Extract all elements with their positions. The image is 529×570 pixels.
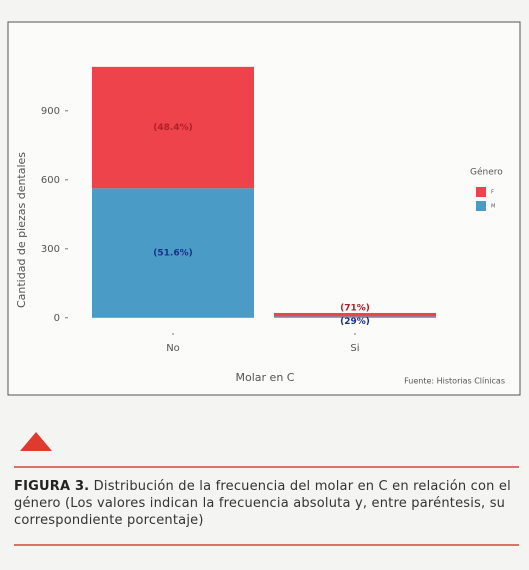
y-tick-label: 900 — [41, 106, 60, 117]
legend-swatch — [476, 187, 486, 197]
decor-triangle — [20, 432, 52, 451]
y-axis-title: Cantidad de piezas dentales — [15, 152, 28, 308]
value-label: (48.4%) — [153, 123, 192, 133]
legend-label: F — [491, 190, 494, 196]
figure-frame — [7, 21, 521, 396]
y-tick-label: 600 — [41, 175, 60, 186]
bar-segment — [274, 316, 436, 318]
legend-title: Género — [470, 167, 503, 178]
caption-label: FIGURA 3. — [14, 479, 90, 494]
x-tick-label: No — [166, 343, 180, 354]
value-label: (51.6%) — [153, 249, 192, 259]
x-axis-title: Molar en C — [236, 371, 295, 384]
legend-swatch — [476, 201, 486, 211]
bar-segment — [92, 188, 254, 318]
y-tick-label: 300 — [41, 244, 60, 255]
y-tick-label: 0 — [54, 313, 60, 324]
x-tick-label: Si — [350, 343, 359, 354]
value-label: (29%) — [340, 317, 370, 327]
legend-label: M — [491, 204, 495, 210]
caption: FIGURA 3. Distribución de la frecuencia … — [14, 478, 519, 529]
bar-segment — [92, 66, 254, 189]
bar-segment — [274, 312, 436, 317]
source-note: Fuente: Historias Clínicas — [404, 377, 505, 386]
caption-text: Distribución de la frecuencia del molar … — [14, 479, 511, 528]
value-label: (71%) — [340, 303, 370, 313]
